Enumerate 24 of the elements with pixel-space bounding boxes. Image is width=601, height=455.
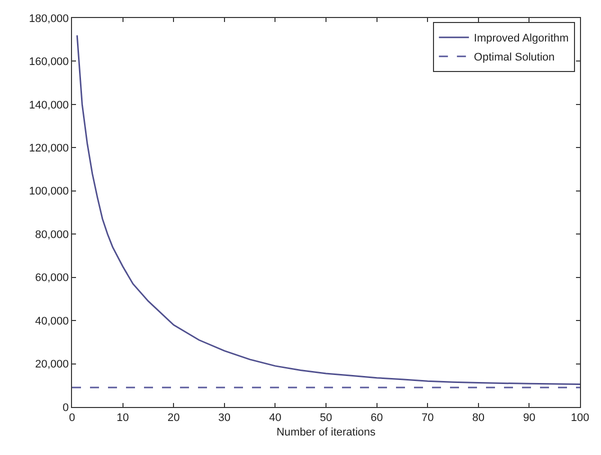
x-tick-label: 40	[269, 412, 282, 424]
x-axis-title: Number of iterations	[276, 426, 376, 438]
legend-label: Optimal Solution	[474, 52, 555, 64]
y-tick-label: 60,000	[35, 272, 69, 284]
y-tick-label: 0	[62, 402, 69, 414]
y-tick-label: 20,000	[35, 358, 69, 371]
x-tick-label: 70	[421, 412, 434, 424]
y-tick-label: 40,000	[35, 315, 69, 328]
legend-label: Improved Algorithm	[474, 32, 569, 45]
y-tick-label: 160,000	[29, 56, 69, 68]
x-tick-label: 50	[320, 412, 332, 424]
x-tick-label: 10	[116, 412, 129, 424]
y-tick-label: 80,000	[35, 228, 69, 241]
y-tick-label: 120,000	[29, 142, 69, 155]
x-tick-label: 80	[472, 412, 485, 424]
x-tick-label: 100	[570, 412, 590, 424]
x-tick-label: 90	[523, 412, 536, 424]
y-tick-label: 100,000	[29, 186, 69, 198]
y-tick-label: 180,000	[29, 12, 69, 25]
y-tick-label: 140,000	[29, 99, 69, 112]
x-tick-label: 60	[370, 412, 383, 424]
x-tick-label: 20	[167, 412, 180, 424]
line-series	[76, 34, 580, 386]
x-tick-label: 30	[218, 412, 231, 424]
